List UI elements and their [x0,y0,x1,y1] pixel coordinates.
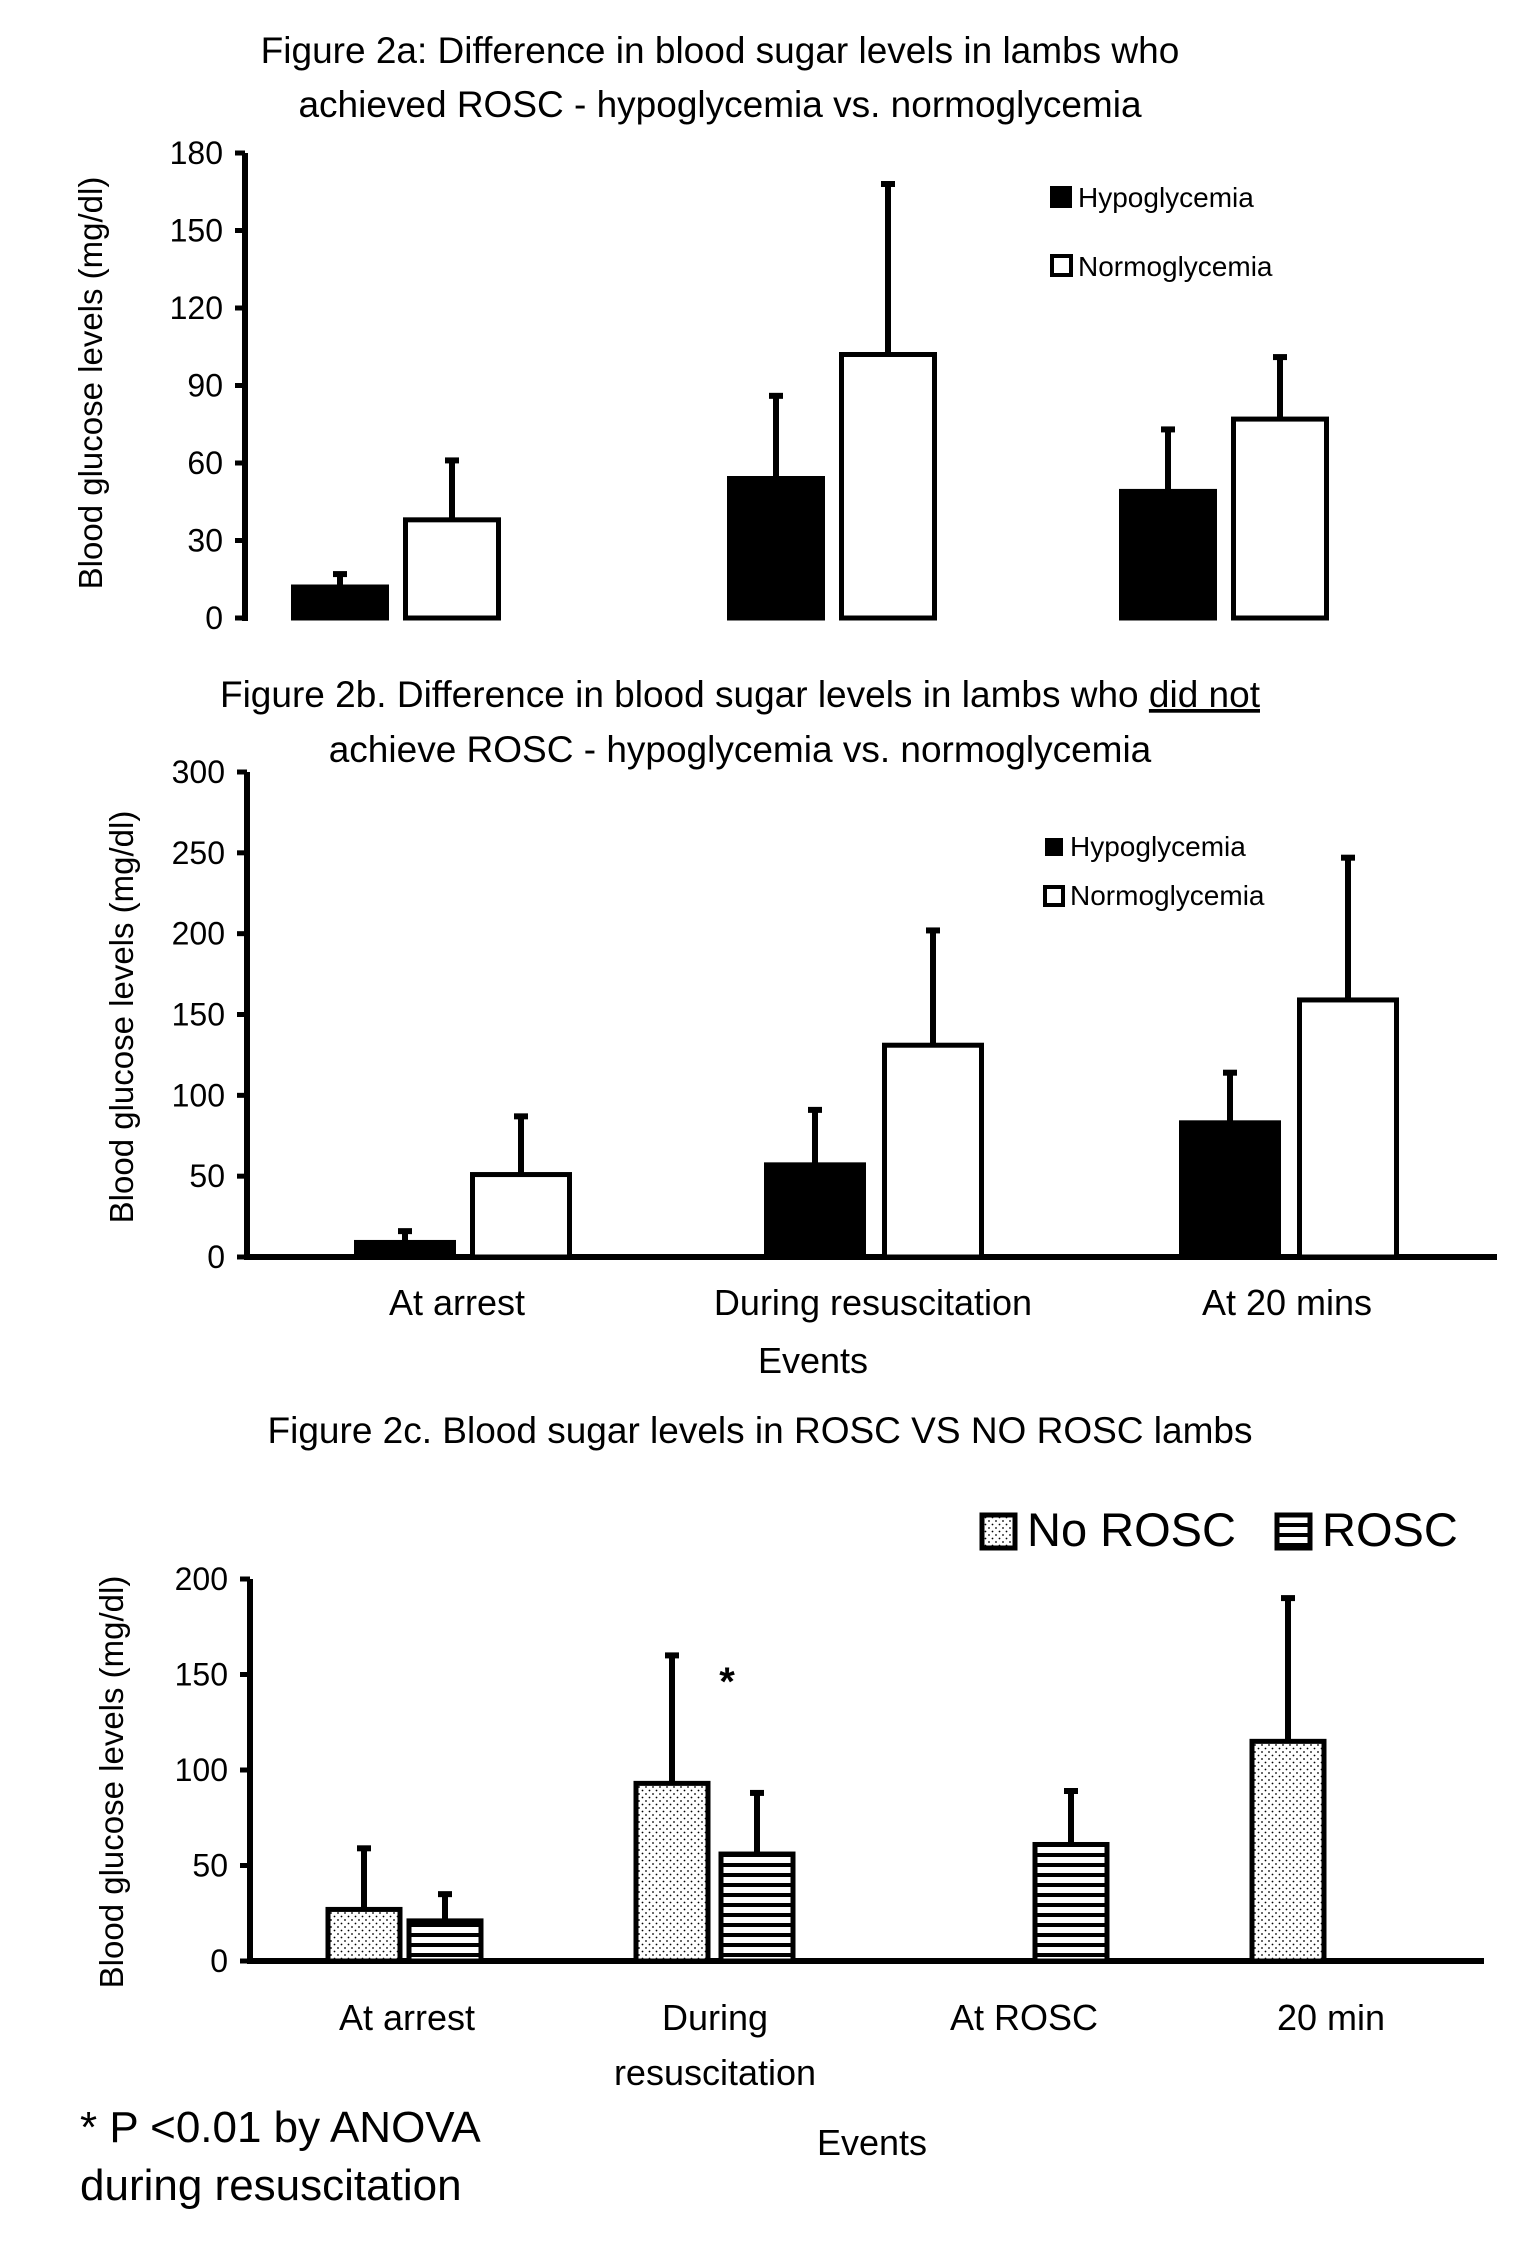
legend-label-normoglycemia: Normoglycemia [1070,880,1265,911]
chart-2b-title-line2: achieve ROSC - hypoglycemia vs. normogly… [329,729,1152,770]
y-tick-label-150: 150 [172,997,225,1033]
bar-hypoglycemia-during-resuscitation [727,476,825,621]
chart-2b-title-underlined: did not [1149,674,1261,715]
x-tick-label-at-arrest: At arrest [339,1997,475,2038]
y-tick-label-30: 30 [187,523,223,559]
legend-label-normoglycemia: Normoglycemia [1078,251,1273,282]
y-tick-label-200: 200 [175,1561,228,1597]
legend-swatch-hypoglycemia [1050,186,1072,208]
footnote-line1: * P <0.01 by ANOVA [80,2103,481,2152]
x-tick-label-at-rosc: At ROSC [950,1997,1098,2038]
y-tick-label-50: 50 [192,1848,228,1884]
legend-swatch-normoglycemia [1043,885,1065,907]
y-tick-label-50: 50 [189,1158,225,1194]
x-tick-label-20-min: 20 min [1277,1997,1385,2038]
bar-hypoglycemia-at-arrest [354,1239,456,1260]
y-tick-label-120: 120 [170,290,223,326]
bar-rosc-at-arrest [406,1918,484,1964]
x-tick-label-at-20-mins: At 20 mins [1202,1282,1372,1323]
chart-2b-title-line1-text: Figure 2b. Difference in blood sugar lev… [220,674,1149,715]
chart-2c-legend: No ROSC ROSC [979,1503,1458,1556]
legend-label-no-rosc: No ROSC [1027,1503,1236,1556]
y-tick-label-0: 0 [205,600,223,636]
legend-swatch-rosc [1274,1512,1313,1551]
legend-swatch-hypoglycemia [1045,838,1063,856]
y-tick-label-250: 250 [172,835,225,871]
y-tick-label-0: 0 [210,1943,228,1979]
y-tick-label-100: 100 [175,1752,228,1788]
significance-asterisk: * [719,1660,735,1704]
chart-2c-title: Figure 2c. Blood sugar levels in ROSC VS… [268,1410,1253,1451]
chart-2a-legend: Hypoglycemia Normoglycemia [1050,182,1273,282]
legend-label-hypoglycemia: Hypoglycemia [1070,831,1246,862]
chart-2b-y-axis-label: Blood glucose levels (mg/dl) [103,811,140,1224]
bar-no-rosc-at-arrest [325,1906,403,1964]
chart-2b-title-line1: Figure 2b. Difference in blood sugar lev… [220,674,1261,715]
y-tick-label-0: 0 [207,1239,225,1275]
bar-normoglycemia-during-resuscitation [882,1042,984,1260]
y-tick-label-150: 150 [170,213,223,249]
bar-normoglycemia-at-arrest [470,1172,572,1260]
y-tick-label-60: 60 [187,445,223,481]
x-tick-label-during-resuscitation: During resuscitation [614,1997,816,2093]
legend-label-hypoglycemia: Hypoglycemia [1078,182,1254,213]
bar-normoglycemia-at-arrest [403,517,501,621]
x-tick-label-at-arrest: At arrest [389,1282,525,1323]
legend-swatch-normoglycemia [1050,254,1073,277]
bar-no-rosc-20-min [1249,1738,1327,1964]
chart-2a-title-line2: achieved ROSC - hypoglycemia vs. normogl… [298,84,1142,125]
bar-no-rosc-during-resuscitation [633,1780,711,1964]
y-tick-label-300: 300 [172,754,225,790]
chart-2a-title-line1: Figure 2a: Difference in blood sugar lev… [261,30,1180,71]
legend-label-rosc: ROSC [1322,1503,1458,1556]
chart-2b-legend: Hypoglycemia Normoglycemia [1043,831,1265,911]
bar-normoglycemia-at-20-mins [1297,997,1399,1260]
y-tick-label-150: 150 [175,1657,228,1693]
figure-2c: Figure 2c. Blood sugar levels in ROSC VS… [80,1410,1484,2210]
bar-hypoglycemia-at-20-mins [1179,1120,1281,1260]
legend-swatch-no-rosc [979,1512,1018,1551]
x-tick-label-during-resuscitation: During resuscitation [714,1282,1032,1323]
bar-hypoglycemia-at-20-mins [1119,488,1217,621]
chart-2c-y-axis-label: Blood glucose levels (mg/dl) [93,1576,130,1989]
bar-normoglycemia-during-resuscitation [839,352,937,621]
chart-2a-y-axis-label: Blood glucose levels (mg/dl) [72,177,109,590]
chart-2b-x-axis-label: Events [758,1340,868,1381]
figure-2a: Figure 2a: Difference in blood sugar lev… [72,30,1329,636]
footnote-line2: during resuscitation [80,2161,462,2210]
y-tick-label-100: 100 [172,1077,225,1113]
chart-2c-x-axis-label: Events [817,2122,927,2163]
bar-hypoglycemia-during-resuscitation [764,1162,866,1260]
y-tick-label-200: 200 [172,916,225,952]
bar-rosc-at-rosc [1032,1841,1110,1964]
bar-rosc-during-resuscitation [718,1851,796,1964]
y-tick-label-90: 90 [187,368,223,404]
bar-hypoglycemia-at-arrest [291,584,389,621]
bar-normoglycemia-at-20-mins [1231,416,1329,621]
figure-2b: Figure 2b. Difference in blood sugar lev… [103,674,1497,1381]
y-tick-label-180: 180 [170,135,223,171]
